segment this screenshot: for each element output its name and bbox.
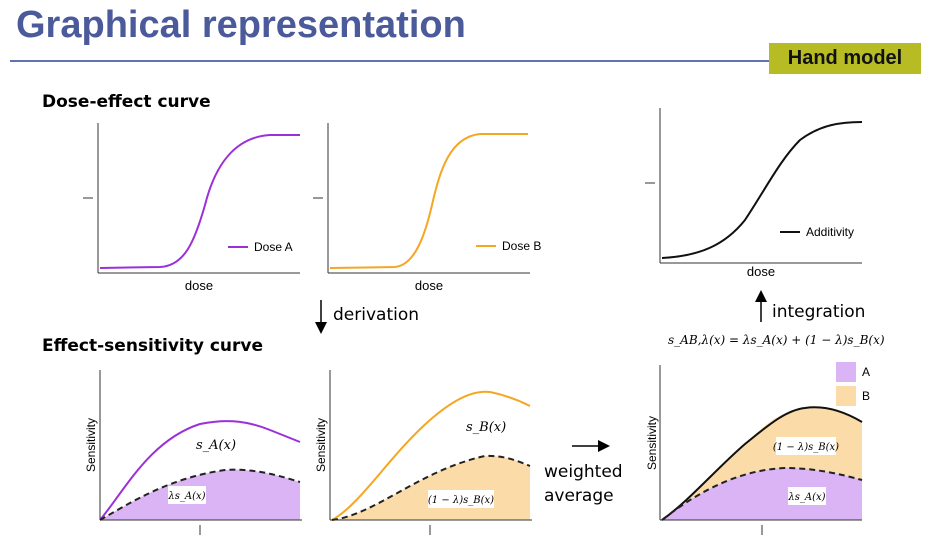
page-title: Graphical representation	[16, 4, 466, 46]
sens-a-area-label-box	[168, 486, 206, 504]
sens-ab-upper-label-box	[776, 437, 836, 455]
sens-ab-a-area	[662, 468, 862, 520]
sens-b-curve-label: s_B(x)	[466, 420, 506, 435]
additivity-curve	[661, 121, 863, 259]
sens-b-curve	[331, 390, 531, 521]
sens-a-ylabel: Sensitivity	[84, 418, 98, 472]
section-dose-effect: Dose-effect curve	[42, 92, 211, 112]
model-badge: Hand model	[769, 43, 921, 74]
dose-b-plot: Dose B dose	[313, 123, 541, 293]
dose-a-curve	[99, 134, 300, 269]
additivity-xlabel: dose	[747, 264, 775, 279]
sens-ab-lower-label: λs_A(x)	[787, 492, 825, 503]
sens-ab-legend-b-swatch	[836, 386, 856, 406]
title-divider	[10, 60, 770, 62]
sens-a-plot: s_A(x) λs_A(x) Sensitivity	[84, 370, 302, 535]
sens-b-area-label: (1 − λ)s_B(x)	[428, 495, 494, 506]
dose-b-xlabel: dose	[415, 278, 443, 293]
dose-b-curve	[329, 133, 528, 269]
sens-a-dashed-curve	[99, 468, 301, 521]
additivity-legend: Additivity	[806, 225, 854, 239]
sens-a-area-label: λs_A(x)	[167, 491, 205, 502]
sens-b-area-label-box	[428, 490, 494, 508]
integration-label: integration	[772, 302, 866, 322]
sens-ab-ylabel: Sensitivity	[645, 416, 659, 470]
sens-b-plot: s_B(x) (1 − λ)s_B(x) Sensitivity	[314, 370, 532, 535]
combination-formula: s_AB,λ(x) = λs_A(x) + (1 − λ)s_B(x)	[668, 333, 885, 347]
dose-a-xlabel: dose	[185, 278, 213, 293]
weighted-label: weighted	[544, 462, 623, 482]
average-label: average	[544, 486, 614, 506]
sens-ab-dashed-curve	[661, 466, 863, 521]
sens-ab-upper-label: (1 − λ)s_B(x)	[773, 442, 839, 453]
sens-b-dashed-curve	[331, 454, 531, 521]
sens-ab-b-area	[662, 407, 862, 520]
sens-a-curve-label: s_A(x)	[196, 438, 236, 453]
sens-ab-total-curve	[661, 406, 863, 521]
sens-a-curve	[99, 420, 301, 521]
derivation-label: derivation	[333, 305, 420, 325]
sens-ab-lower-label-box	[788, 487, 826, 505]
sens-ab-legend-a: A	[862, 365, 870, 379]
dose-b-legend: Dose B	[502, 239, 541, 253]
sens-b-ylabel: Sensitivity	[314, 418, 328, 472]
sens-ab-legend-a-swatch	[836, 362, 856, 382]
dose-a-plot: Dose A dose	[83, 123, 300, 293]
dose-a-legend: Dose A	[254, 240, 293, 254]
section-effect-sensitivity: Effect-sensitivity curve	[42, 336, 264, 356]
sens-ab-plot: (1 − λ)s_B(x) λs_A(x) Sensitivity A B	[645, 362, 870, 535]
additivity-plot: Additivity dose	[645, 108, 863, 279]
sens-ab-legend-b: B	[862, 389, 870, 403]
